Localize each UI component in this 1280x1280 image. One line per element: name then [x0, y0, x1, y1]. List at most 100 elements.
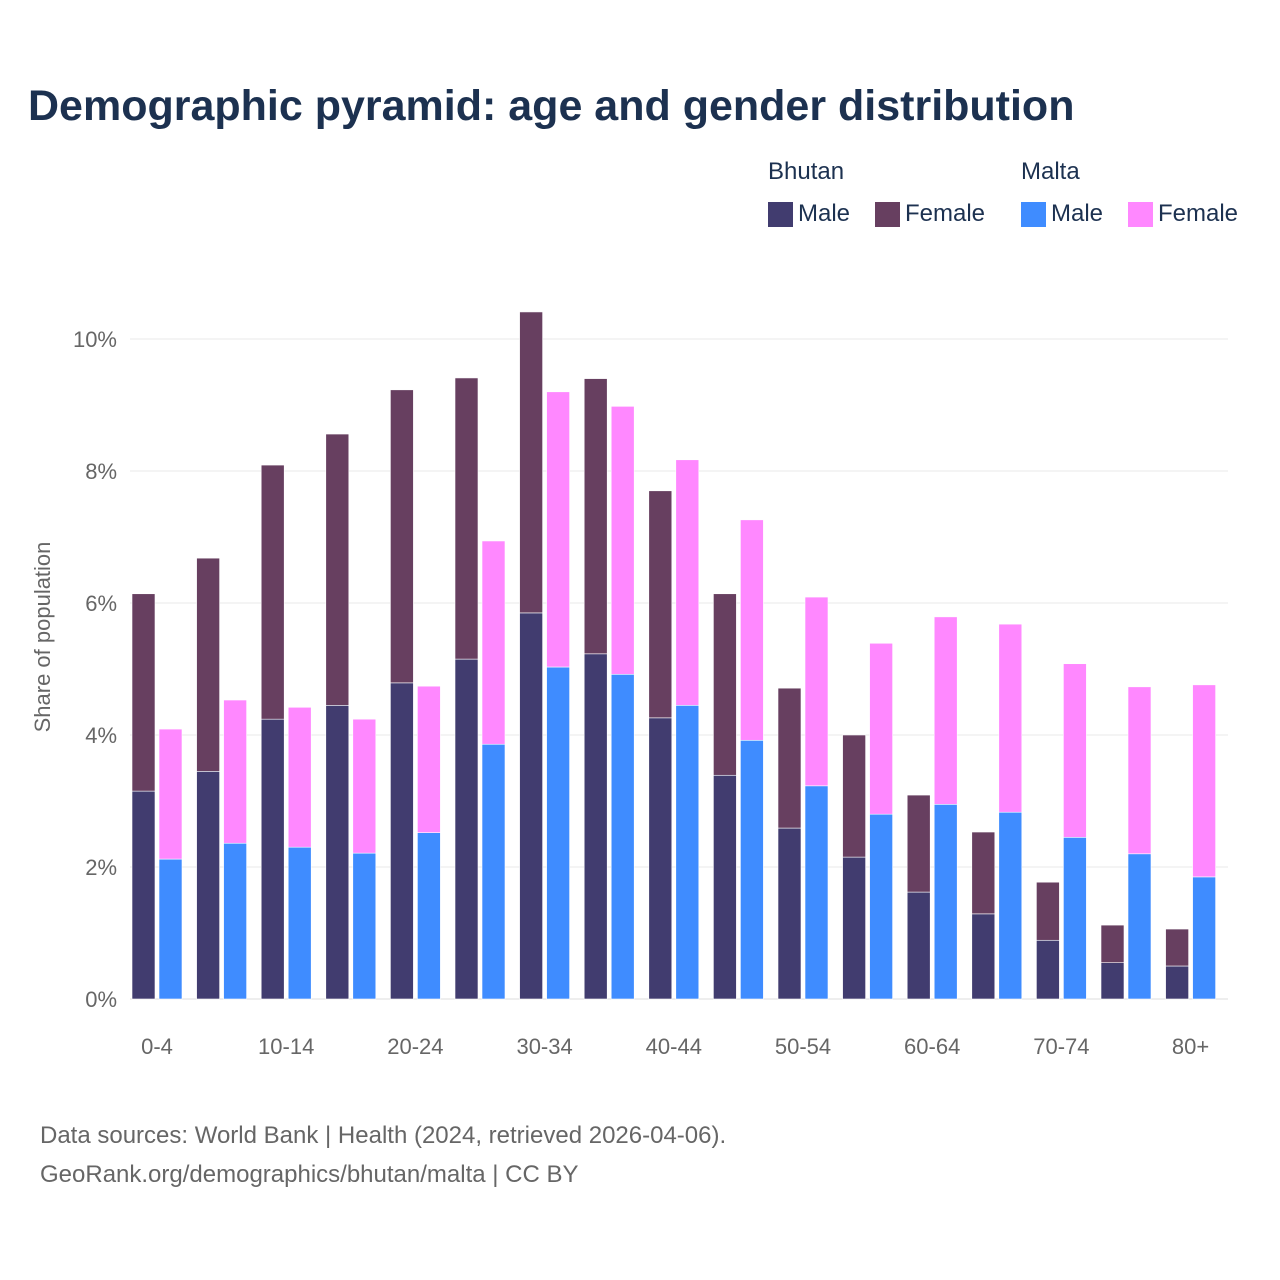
bar-bhutan-female-80+: [1165, 928, 1189, 967]
bar-malta-female-60-64: [933, 616, 958, 805]
bar-bhutan-female-50-54: [777, 687, 802, 829]
bar-bhutan-male-15-19: [325, 704, 350, 1000]
y-tick-label: 6%: [85, 591, 117, 616]
bar-malta-female-5-9: [223, 699, 247, 844]
footer: Data sources: World Bank | Health (2024,…: [40, 1116, 726, 1194]
bar-malta-male-5-9: [223, 842, 247, 1000]
bar-malta-female-10-14: [287, 706, 312, 848]
bar-bhutan-male-20-24: [390, 682, 414, 1000]
y-tick-label: 10%: [73, 327, 117, 352]
bar-bhutan-female-65-69: [971, 831, 996, 915]
x-tick-label: 40-44: [646, 1034, 702, 1059]
legend-item-malta-female[interactable]: Female: [1128, 200, 1238, 228]
bar-malta-female-25-29: [481, 540, 506, 745]
bar-malta-female-80+: [1192, 684, 1216, 878]
x-tick-label: 80+: [1172, 1034, 1209, 1059]
bar-malta-male-45-49: [740, 739, 764, 1000]
bar-bhutan-female-25-29: [454, 377, 479, 660]
bar-malta-female-40-44: [675, 459, 700, 706]
bar-malta-female-75-79: [1127, 686, 1152, 855]
chart-title: Demographic pyramid: age and gender dist…: [28, 82, 1075, 130]
bar-bhutan-female-0-4: [131, 593, 156, 792]
bar-malta-male-60-64: [933, 803, 958, 1000]
y-tick-label: 2%: [85, 855, 117, 880]
bar-malta-female-45-49: [740, 519, 764, 741]
bar-malta-male-70-74: [1063, 836, 1087, 1000]
x-tick-label: 60-64: [904, 1034, 960, 1059]
bar-malta-female-30-34: [546, 391, 570, 668]
footer-attribution: GeoRank.org/demographics/bhutan/malta | …: [40, 1161, 579, 1188]
footer-sources: Data sources: World Bank | Health (2024,…: [40, 1122, 727, 1149]
x-tick-label: 0-4: [141, 1034, 173, 1059]
bar-malta-male-0-4: [158, 858, 183, 1000]
bar-malta-male-40-44: [675, 704, 700, 1000]
legend-label: Female: [905, 200, 986, 227]
legend-item-malta-male[interactable]: Male: [1021, 200, 1103, 228]
legend-swatch: [875, 201, 900, 227]
bar-malta-female-0-4: [158, 728, 183, 860]
bar-malta-male-55-59: [869, 813, 893, 1000]
legend-label: Male: [798, 200, 851, 227]
y-axis-label: Share of population: [30, 542, 55, 733]
bar-bhutan-male-35-39: [583, 653, 608, 1000]
x-tick-label: 70-74: [1033, 1034, 1089, 1059]
bar-malta-male-50-54: [804, 785, 829, 1000]
bar-malta-male-75-79: [1127, 853, 1152, 1000]
bar-bhutan-male-30-34: [519, 612, 543, 1000]
bar-bhutan-female-10-14: [260, 464, 285, 720]
y-tick-label: 0%: [85, 987, 117, 1012]
bar-malta-female-65-69: [998, 623, 1023, 813]
bar-malta-male-25-29: [481, 743, 506, 1000]
x-tick-label: 10-14: [258, 1034, 314, 1059]
legend-label: Male: [1051, 200, 1104, 227]
bar-bhutan-female-30-34: [519, 311, 543, 614]
bar-malta-female-55-59: [869, 642, 893, 815]
bar-bhutan-male-65-69: [971, 913, 996, 1000]
bar-bhutan-female-40-44: [648, 490, 673, 719]
y-tick-label: 4%: [85, 723, 117, 748]
bar-bhutan-male-70-74: [1036, 939, 1060, 1000]
bar-malta-female-70-74: [1063, 663, 1087, 838]
bar-bhutan-male-75-79: [1100, 962, 1125, 1000]
bar-malta-female-35-39: [610, 406, 635, 675]
bar-bhutan-male-5-9: [196, 770, 220, 1000]
bar-malta-male-65-69: [998, 811, 1023, 1000]
bar-bhutan-male-55-59: [842, 856, 866, 1000]
bar-malta-female-15-19: [352, 718, 377, 854]
bar-bhutan-male-50-54: [777, 827, 802, 1000]
legend-label: Female: [1158, 200, 1239, 227]
bar-malta-male-10-14: [287, 846, 312, 1000]
x-tick-label: 50-54: [775, 1034, 831, 1059]
legend-swatch: [1128, 201, 1153, 227]
bar-bhutan-female-5-9: [196, 557, 220, 772]
bar-bhutan-female-55-59: [842, 734, 866, 858]
bar-bhutan-male-60-64: [906, 891, 931, 1000]
bar-malta-male-80+: [1192, 876, 1216, 1000]
y-tick-label: 8%: [85, 459, 117, 484]
bar-malta-female-50-54: [804, 596, 829, 787]
bar-bhutan-male-80+: [1165, 965, 1189, 1000]
bar-bhutan-female-60-64: [906, 794, 931, 893]
bar-bhutan-female-75-79: [1100, 924, 1125, 964]
bar-malta-male-35-39: [610, 673, 635, 1000]
bar-malta-female-20-24: [417, 685, 441, 833]
x-tick-label: 20-24: [387, 1034, 443, 1059]
bar-bhutan-female-70-74: [1036, 881, 1060, 941]
legend-swatch: [768, 201, 793, 227]
bar-bhutan-male-10-14: [260, 718, 285, 1000]
bar-bhutan-male-25-29: [454, 658, 479, 1000]
legend-item-bhutan-female[interactable]: Female: [875, 200, 985, 228]
legend-swatch: [1021, 201, 1046, 227]
bar-bhutan-male-40-44: [648, 717, 673, 1000]
bar-bhutan-female-45-49: [713, 593, 737, 776]
bar-bhutan-male-0-4: [131, 790, 156, 1000]
bar-malta-male-20-24: [417, 832, 441, 1000]
bar-bhutan-female-20-24: [390, 389, 414, 684]
bar-bhutan-female-15-19: [325, 433, 350, 706]
legend-item-bhutan-male[interactable]: Male: [768, 200, 850, 228]
bar-bhutan-male-45-49: [713, 774, 737, 1000]
x-tick-label: 30-34: [516, 1034, 572, 1059]
legend-group-bhutan: Bhutan: [768, 158, 845, 185]
bar-malta-male-30-34: [546, 666, 570, 1000]
